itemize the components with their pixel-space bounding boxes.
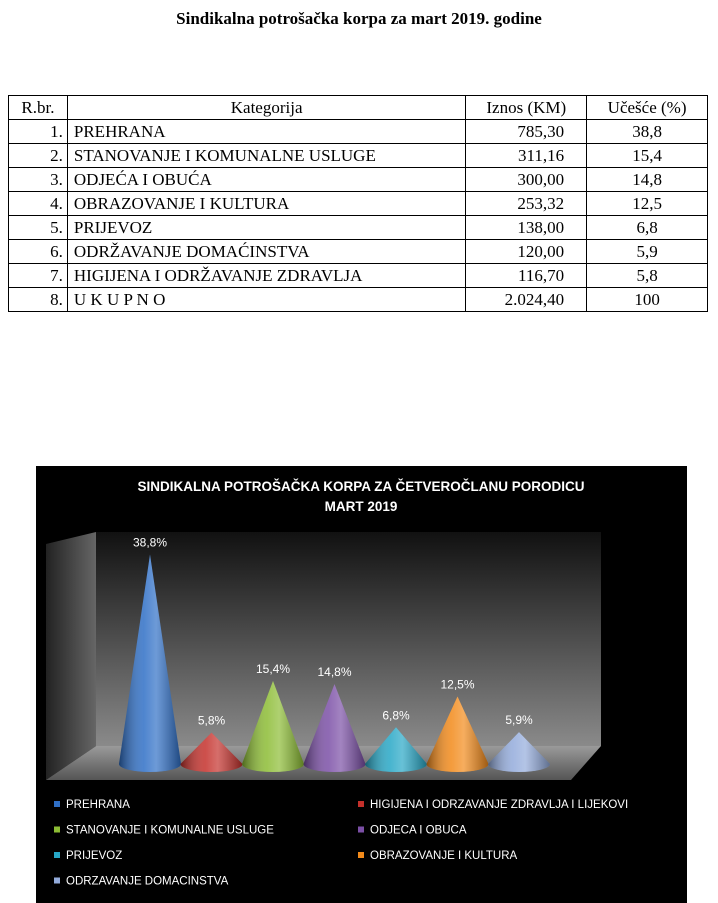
basket-table: R.br. Kategorija Iznos (KM) Učešće (%) 1. PR…	[8, 95, 708, 312]
table-row: 3. ODJEĆA I OBUĆA 300,00 14,8	[8, 167, 708, 192]
data-label: 5,8%	[198, 714, 226, 728]
table-cell: 138,00	[465, 215, 588, 240]
chart-subtitle: MART 2019	[325, 499, 398, 514]
table-cell: 2.024,40	[465, 287, 588, 312]
cone-shade	[119, 554, 181, 772]
data-label: 5,9%	[505, 713, 533, 727]
legend-swatch	[54, 826, 60, 833]
data-label: 15,4%	[256, 662, 290, 676]
table-cell: HIGIJENA I ODRŽAVANJE ZDRAVLJA	[66, 263, 467, 288]
table-cell: 4.	[8, 191, 68, 216]
table-cell: 116,70	[465, 263, 588, 288]
table-cell: 785,30	[465, 119, 588, 144]
table-cell: 100	[586, 287, 708, 312]
table-cell: 311,16	[465, 143, 588, 168]
table-cell: STANOVANJE I KOMUNALNE USLUGE	[66, 143, 467, 168]
table-cell: PREHRANA	[66, 119, 467, 144]
legend-swatch	[54, 801, 60, 807]
cone-shade	[242, 680, 304, 772]
back-wall	[96, 532, 601, 746]
table-cell: 5.	[8, 215, 68, 240]
table-cell: OBRAZOVANJE I KULTURA	[66, 191, 467, 216]
table-row: 5. PRIJEVOZ 138,00 6,8	[8, 215, 708, 240]
legend-swatch	[358, 826, 364, 833]
table-cell: 3.	[8, 167, 68, 192]
table-cell: 8.	[8, 287, 68, 312]
legend-label: PRIJEVOZ	[66, 850, 122, 862]
table-row: 8. U K U P N O 2.024,40 100	[8, 287, 708, 312]
legend-label: HIGIJENA I ODRZAVANJE ZDRAVLJA I LIJEKOV…	[370, 799, 628, 811]
data-label: 6,8%	[382, 708, 410, 722]
table-cell: ODJEĆA I OBUĆA	[66, 167, 467, 192]
table-row: 2. STANOVANJE I KOMUNALNE USLUGE 311,16 15,…	[8, 143, 708, 168]
table-cell: U K U P N O	[66, 287, 467, 312]
column-header: R.br.	[8, 95, 68, 120]
table-row: 4. OBRAZOVANJE I KULTURA 253,32 12,5	[8, 191, 708, 216]
table-row: 7. HIGIJENA I ODRŽAVANJE ZDRAVLJA 116,70 5,…	[8, 263, 708, 288]
cone-shade	[488, 732, 550, 772]
legend-label: STANOVANJE I KOMUNALNE USLUGE	[66, 825, 274, 837]
table-cell: 253,32	[465, 191, 588, 216]
table-row: 1. PREHRANA 785,30 38,8	[8, 119, 708, 144]
data-label: 38,8%	[133, 535, 167, 549]
cone-shade	[365, 727, 427, 772]
column-header: Kategorija	[66, 95, 467, 120]
legend-swatch	[54, 877, 60, 884]
cone-shade	[180, 732, 243, 772]
legend: PREHRANA HIGIJENA I ODRZAVANJE ZDRAVLJA I…	[54, 799, 628, 888]
table-cell: 12,5	[586, 191, 708, 216]
table-cell: 6,8	[586, 215, 708, 240]
legend-swatch	[54, 852, 60, 858]
table-cell: 300,00	[465, 167, 588, 192]
legend-swatch	[358, 852, 364, 858]
column-header: Iznos (KM)	[465, 95, 588, 120]
table-cell: 7.	[8, 263, 68, 288]
legend-label: OBRAZOVANJE I KULTURA	[370, 850, 518, 862]
legend-swatch	[358, 801, 364, 807]
table-cell: 1.	[8, 119, 68, 144]
legend-label: ODJECA I OBUCA	[370, 825, 467, 837]
table-cell: PRIJEVOZ	[66, 215, 467, 240]
legend-label: ODRZAVANJE DOMACINSTVA	[66, 876, 229, 888]
data-label: 12,5%	[440, 678, 474, 692]
data-label: 14,8%	[317, 665, 351, 679]
cone-shade	[426, 696, 489, 772]
column-header: Učešće (%)	[586, 95, 708, 120]
document-title: Sindikalna potrošačka korpa za mart 2019…	[176, 9, 542, 28]
chart-title: SINDIKALNA POTROŠAČKA KORPA ZA ČETVEROČL…	[137, 479, 584, 494]
chart: SINDIKALNA POTROŠAČKA KORPA ZA ČETVEROČL…	[36, 466, 687, 903]
table-body: 1. PREHRANA 785,30 38,8 2. STANOVANJE I KOMUN…	[8, 119, 708, 312]
table-cell: 38,8	[586, 119, 708, 144]
table-cell: 15,4	[586, 143, 708, 168]
table-row: 6. ODRŽAVANJE DOMAĆINSTVA 120,00 5,9	[8, 239, 708, 264]
table-cell: 5,8	[586, 263, 708, 288]
cones: 38,8% 5,8% 15,4% 14,8% 6,8% 12,5% 5,9%	[119, 535, 550, 772]
table-cell: 2.	[8, 143, 68, 168]
table-cell: 6.	[8, 239, 68, 264]
table-cell: 120,00	[465, 239, 588, 264]
table-cell: 5,9	[586, 239, 708, 264]
table-cell: ODRŽAVANJE DOMAĆINSTVA	[66, 239, 467, 264]
side-wall	[46, 532, 96, 780]
legend-label: PREHRANA	[66, 799, 130, 811]
table-cell: 14,8	[586, 167, 708, 192]
header-row: R.br. Kategorija Iznos (KM) Učešće (%)	[8, 95, 708, 120]
cone-shade	[303, 684, 366, 772]
